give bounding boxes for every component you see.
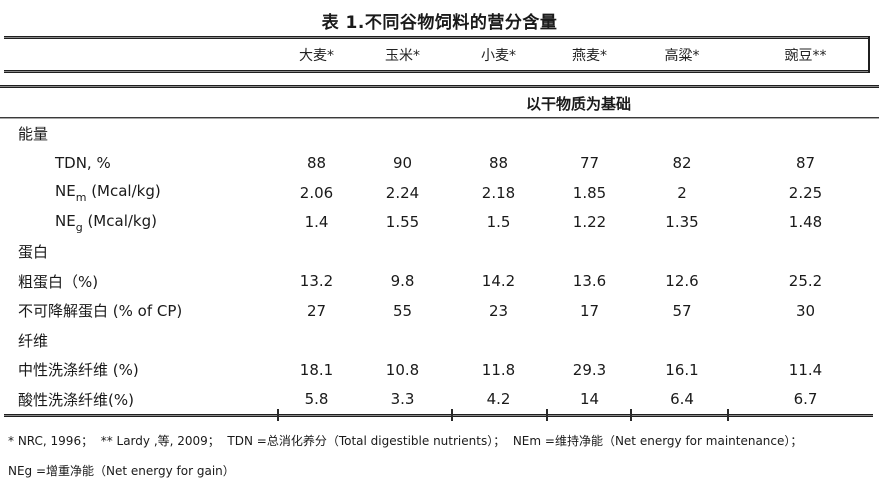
table-cell: 1.4 — [304, 213, 329, 232]
table-cell: 3.3 — [390, 390, 415, 409]
table-cell: 77 — [579, 154, 600, 173]
divider-below-title — [4, 36, 870, 39]
footnote-line-1: * NRC, 1996； ** Lardy ,等, 2009； TDN =总消化… — [8, 434, 803, 448]
table-cell: 88 — [488, 154, 509, 173]
column-divider-tick — [277, 409, 279, 421]
column-header-sorghum: 高粱* — [664, 48, 700, 64]
divider-below-basis — [0, 117, 879, 119]
table-row-adf: 酸性洗涤纤维(%) 5.8 3.3 4.2 14 6.4 6.7 — [0, 385, 879, 415]
table-cell: 29.3 — [572, 360, 607, 379]
column-header-wheat: 小麦* — [481, 48, 516, 64]
row-label-ndf: 中性洗涤纤维 (%) — [18, 361, 139, 380]
table-cell: 2.25 — [788, 183, 823, 202]
table-cell: 88 — [306, 154, 327, 173]
footnote-line-2: NEg =增重净能（Net energy for gain） — [8, 464, 235, 478]
table-cell: 2.24 — [385, 183, 420, 202]
table-cell: 1.55 — [385, 213, 420, 232]
row-label-nem: NEm (Mcal/kg) — [55, 182, 161, 205]
table-cell: 14.2 — [481, 272, 516, 291]
table-cell: 9.8 — [390, 272, 415, 291]
table-row-fiber-section: 纤维 — [0, 326, 879, 356]
column-header-corn: 玉米* — [385, 48, 420, 64]
table-cell: 11.4 — [788, 360, 823, 379]
table-cell: 4.2 — [486, 390, 511, 409]
table-cell: 2.06 — [299, 183, 334, 202]
table-cell: 1.48 — [788, 213, 823, 232]
row-label-crude-protein: 粗蛋白（%) — [18, 272, 99, 291]
table-cell: 1.85 — [572, 183, 607, 202]
table-cell: 27 — [306, 301, 327, 320]
table-row-crude-protein: 粗蛋白（%) 13.2 9.8 14.2 13.6 12.6 25.2 — [0, 267, 879, 297]
table-row-undegradable-protein: 不可降解蛋白 (% of CP) 27 55 23 17 57 30 — [0, 296, 879, 326]
table-cell: 17 — [579, 301, 600, 320]
row-label-tdn: TDN, % — [55, 154, 111, 173]
table-row-energy-section: 能量 — [0, 119, 879, 149]
divider-bottom — [4, 414, 873, 417]
table-cell: 10.8 — [385, 360, 420, 379]
table-cell: 13.6 — [572, 272, 607, 291]
table-cell: 12.6 — [665, 272, 699, 291]
table-cell: 6.7 — [793, 390, 818, 409]
row-label-adf: 酸性洗涤纤维(%) — [18, 390, 134, 409]
row-label-neg: NEg (Mcal/kg) — [55, 211, 157, 234]
table-cell: 90 — [392, 154, 413, 173]
divider-below-header — [4, 70, 870, 73]
table-cell: 13.2 — [299, 272, 334, 291]
table-cell: 2 — [677, 183, 687, 202]
table-row-protein-section: 蛋白 — [0, 237, 879, 267]
row-label-energy: 能量 — [18, 125, 49, 144]
table-row-tdn: TDN, % 88 90 88 77 82 87 — [0, 149, 879, 179]
table-cell: 1.35 — [665, 213, 699, 232]
table-title: 表 1.不同谷物饲料的营分含量 — [321, 13, 558, 33]
column-divider-tick — [451, 409, 453, 421]
table-body: 能量 TDN, % 88 90 88 77 82 87 NEm (Mcal/kg… — [0, 119, 879, 414]
table-cell: 2.18 — [481, 183, 516, 202]
column-divider-tick — [630, 409, 632, 421]
table-cell: 5.8 — [304, 390, 329, 409]
table-cell: 14 — [579, 390, 600, 409]
basis-banner: 以干物质为基础 — [525, 95, 631, 113]
column-divider-tick — [546, 409, 548, 421]
header-right-border — [868, 36, 870, 73]
table-row-nem: NEm (Mcal/kg) 2.06 2.24 2.18 1.85 2 2.25 — [0, 178, 879, 208]
table-cell: 1.22 — [572, 213, 607, 232]
table-cell: 82 — [672, 154, 692, 173]
table-cell: 57 — [672, 301, 692, 320]
table-cell: 18.1 — [299, 360, 334, 379]
table-cell: 16.1 — [665, 360, 699, 379]
row-label-undegradable-protein: 不可降解蛋白 (% of CP) — [18, 302, 183, 321]
column-header-oats: 燕麦* — [572, 48, 607, 64]
table-row-neg: NEg (Mcal/kg) 1.4 1.55 1.5 1.22 1.35 1.4… — [0, 208, 879, 238]
table-cell: 23 — [488, 301, 509, 320]
table-cell: 6.4 — [670, 390, 694, 409]
column-header-barley: 大麦* — [299, 48, 334, 64]
column-divider-tick — [727, 409, 729, 421]
table-cell: 25.2 — [788, 272, 823, 291]
row-label-protein: 蛋白 — [18, 243, 49, 262]
table-cell: 87 — [795, 154, 816, 173]
table-cell: 1.5 — [486, 213, 511, 232]
table-header-row: 大麦* 玉米* 小麦* 燕麦* 高粱* 豌豆** — [0, 41, 879, 69]
table-row-ndf: 中性洗涤纤维 (%) 18.1 10.8 11.8 29.3 16.1 11.4 — [0, 355, 879, 385]
divider-above-basis — [0, 85, 879, 88]
row-label-fiber: 纤维 — [18, 331, 49, 350]
table-cell: 11.8 — [481, 360, 516, 379]
table-cell: 30 — [795, 301, 816, 320]
table-cell: 55 — [392, 301, 413, 320]
column-header-pea: 豌豆** — [784, 48, 827, 64]
